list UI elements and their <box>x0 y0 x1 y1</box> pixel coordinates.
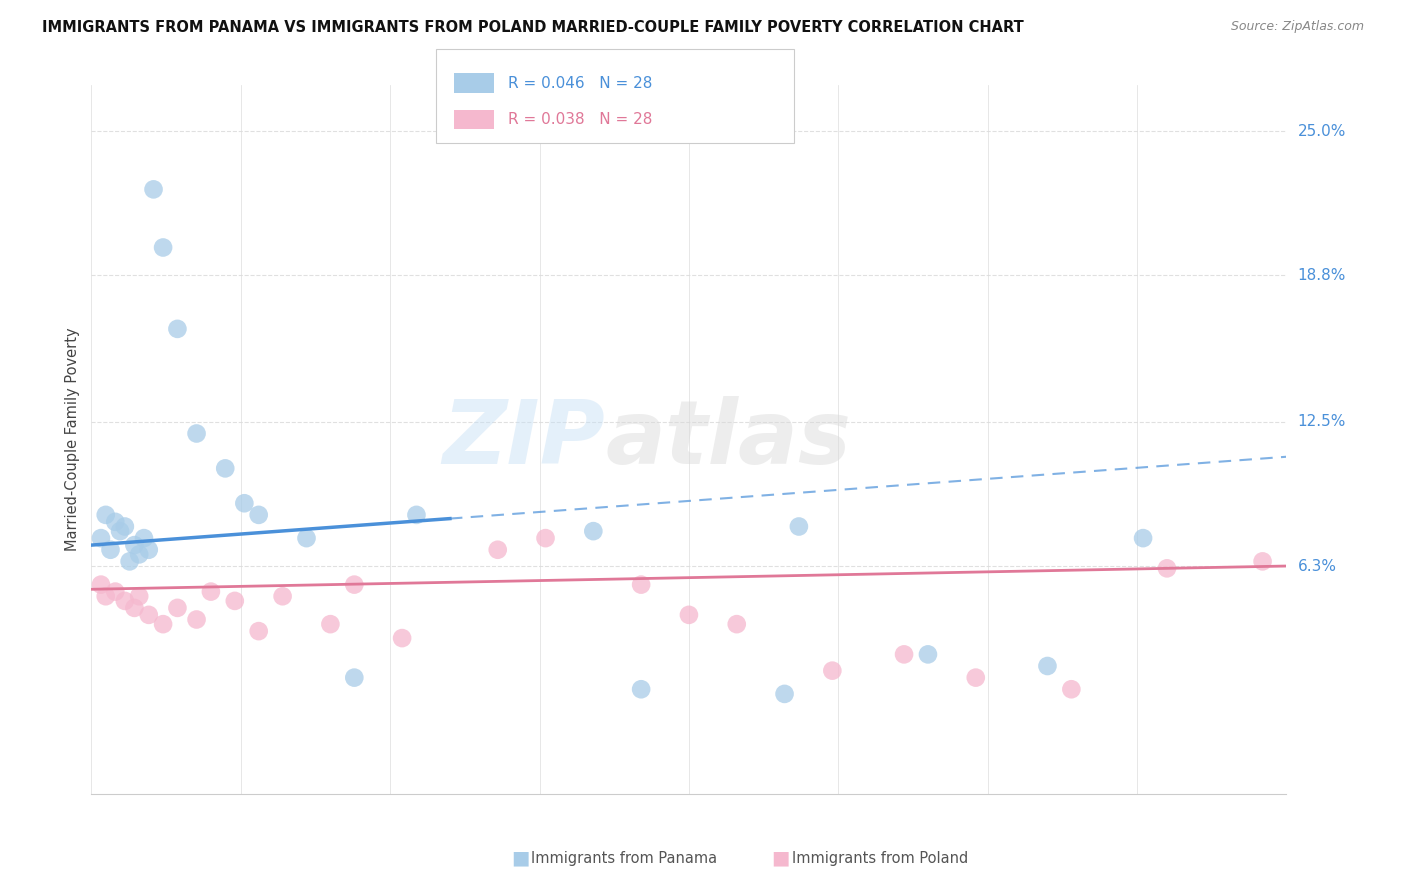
Point <box>630 577 652 591</box>
Point <box>142 182 165 196</box>
Point <box>773 687 796 701</box>
Point <box>247 624 270 639</box>
Text: ZIP: ZIP <box>443 396 605 483</box>
Text: Source: ZipAtlas.com: Source: ZipAtlas.com <box>1230 20 1364 33</box>
Point <box>138 542 160 557</box>
Point <box>138 607 160 622</box>
Point <box>128 548 150 562</box>
Text: Immigrants from Panama: Immigrants from Panama <box>531 851 717 865</box>
Point <box>486 542 509 557</box>
Point <box>124 600 146 615</box>
Point <box>104 515 127 529</box>
Point <box>582 524 605 538</box>
Point <box>630 682 652 697</box>
Point <box>114 594 136 608</box>
Point <box>821 664 844 678</box>
Text: 18.8%: 18.8% <box>1298 268 1346 283</box>
Point <box>186 426 208 441</box>
Point <box>94 589 117 603</box>
Point <box>104 584 127 599</box>
Point <box>787 519 810 533</box>
Point <box>233 496 256 510</box>
Text: IMMIGRANTS FROM PANAMA VS IMMIGRANTS FROM POLAND MARRIED-COUPLE FAMILY POVERTY C: IMMIGRANTS FROM PANAMA VS IMMIGRANTS FRO… <box>42 20 1024 35</box>
Point <box>917 648 939 662</box>
Text: 25.0%: 25.0% <box>1298 124 1346 139</box>
Point <box>124 538 146 552</box>
Text: 6.3%: 6.3% <box>1298 558 1337 574</box>
Y-axis label: Married-Couple Family Poverty: Married-Couple Family Poverty <box>65 327 80 551</box>
Point <box>343 671 366 685</box>
Point <box>132 531 155 545</box>
Point <box>114 519 136 533</box>
Point <box>200 584 222 599</box>
Point <box>295 531 318 545</box>
Point <box>152 617 174 632</box>
Text: R = 0.046   N = 28: R = 0.046 N = 28 <box>508 76 652 91</box>
Point <box>1251 554 1274 568</box>
Text: 12.5%: 12.5% <box>1298 415 1346 429</box>
Point <box>90 531 112 545</box>
Point <box>1156 561 1178 575</box>
Point <box>725 617 748 632</box>
Point <box>166 600 188 615</box>
Text: ■: ■ <box>770 848 790 868</box>
Point <box>94 508 117 522</box>
Point <box>118 554 141 568</box>
Point <box>152 240 174 254</box>
Point <box>166 322 188 336</box>
Point <box>893 648 915 662</box>
Point <box>271 589 294 603</box>
Point <box>1036 659 1059 673</box>
Point <box>965 671 987 685</box>
Point <box>128 589 150 603</box>
Point <box>1060 682 1083 697</box>
Point <box>186 613 208 627</box>
Point <box>247 508 270 522</box>
Point <box>678 607 700 622</box>
Point <box>534 531 557 545</box>
Text: Immigrants from Poland: Immigrants from Poland <box>792 851 967 865</box>
Point <box>214 461 236 475</box>
Point <box>108 524 131 538</box>
Point <box>319 617 342 632</box>
Point <box>343 577 366 591</box>
Text: ■: ■ <box>510 848 530 868</box>
Point <box>224 594 246 608</box>
Point <box>405 508 427 522</box>
Point <box>100 542 122 557</box>
Point <box>1132 531 1154 545</box>
Point <box>391 631 413 645</box>
Point <box>90 577 112 591</box>
Text: atlas: atlas <box>605 396 851 483</box>
Text: R = 0.038   N = 28: R = 0.038 N = 28 <box>508 112 652 128</box>
